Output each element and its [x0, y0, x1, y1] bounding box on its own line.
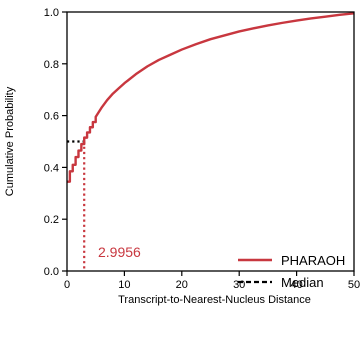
x-tick-label: 40: [290, 279, 302, 291]
median-value-label: 2.9956: [98, 244, 141, 260]
axes-frame: [66, 11, 355, 272]
y-axis-label: Cumulative Probability: [4, 86, 16, 196]
y-tick-label: 0.2: [44, 214, 59, 226]
x-tick-label: 50: [348, 279, 360, 291]
x-tick-label: 30: [233, 279, 245, 291]
axes: 0 10 20 30 40 50 0.0 0.2 0.4 0.6 0.8 1.0 Transcript-…: [4, 7, 360, 306]
y-tick-label: 0.6: [44, 111, 59, 123]
y-tick-label: 0.0: [44, 266, 59, 278]
y-tick-label: 0.4: [44, 162, 59, 174]
legend-label-median: Median: [281, 275, 324, 290]
series-line-pharaoh: [67, 12, 355, 183]
y-tick-label: 0.8: [44, 59, 59, 71]
x-tick-label: 20: [176, 279, 188, 291]
x-tick-label: 10: [118, 279, 130, 291]
legend: PHARAOH Median: [238, 253, 345, 290]
y-tick-label: 1.0: [44, 7, 59, 19]
x-axis-label: Transcript-to-Nearest-Nucleus Distance: [118, 294, 311, 306]
x-tick-label: 0: [64, 279, 70, 291]
plot-area: 2.9956: [67, 12, 355, 271]
legend-label-pharaoh: PHARAOH: [281, 253, 345, 268]
